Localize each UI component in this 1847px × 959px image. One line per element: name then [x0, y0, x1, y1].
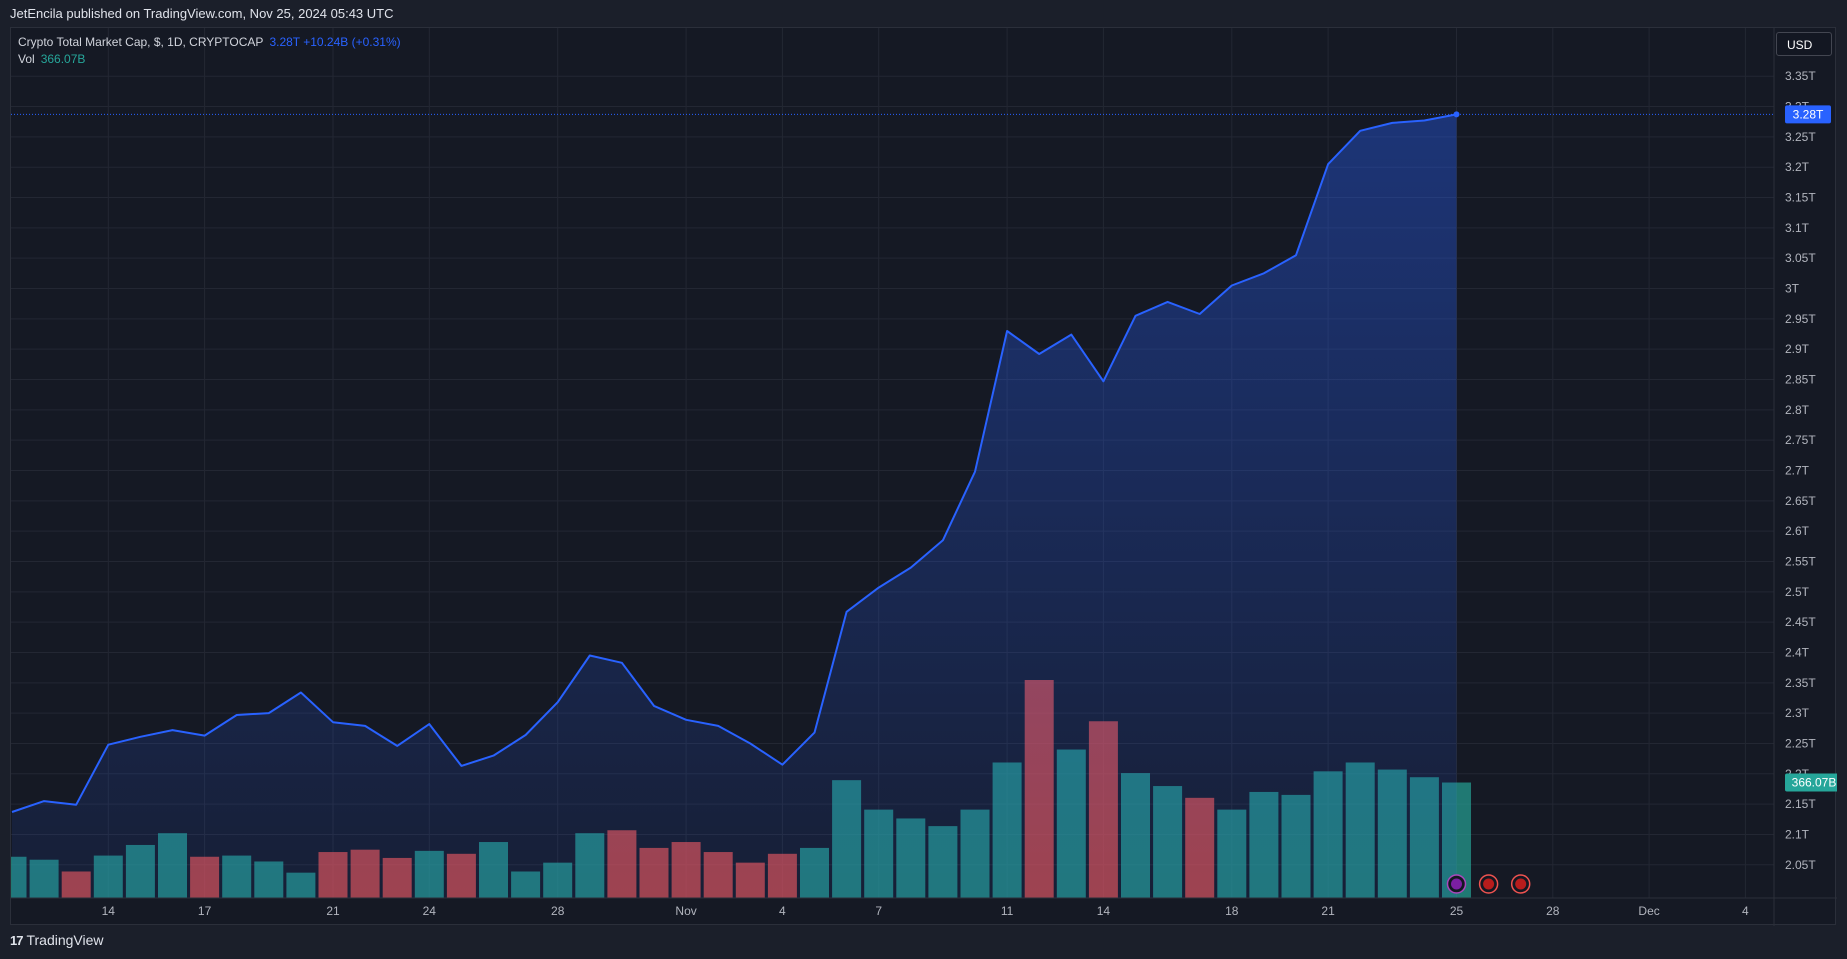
y-tick-label: 2.95T: [1785, 312, 1816, 326]
x-tick-label: 21: [1321, 904, 1335, 918]
event-marker-inner: [1515, 878, 1527, 890]
tradingview-logo[interactable]: 17 TradingView: [10, 932, 104, 948]
symbol-label: Crypto Total Market Cap, $, 1D, CRYPTOCA…: [18, 35, 264, 49]
last-price-dot: [1453, 111, 1460, 118]
y-tick-label: 3.05T: [1785, 251, 1816, 265]
y-tick-label: 2.35T: [1785, 676, 1816, 690]
y-tick-label: 3.25T: [1785, 130, 1816, 144]
x-tick-label: 14: [1097, 904, 1111, 918]
brand-name: TradingView: [26, 932, 104, 948]
y-tick-label: 2.7T: [1785, 464, 1810, 478]
y-tick-label: 2.1T: [1785, 827, 1810, 841]
area-fill: [12, 114, 1457, 898]
y-tick-label: 3T: [1785, 282, 1800, 296]
market-cap-line: [11, 113, 1457, 813]
price-change-label: 3.28T +10.24B (+0.31%): [269, 35, 401, 49]
y-tick-label: 2.15T: [1785, 797, 1816, 811]
y-tick-label: 2.25T: [1785, 736, 1816, 750]
event-marker-inner: [1451, 878, 1462, 890]
chart-legend: Crypto Total Market Cap, $, 1D, CRYPTOCA…: [18, 34, 401, 68]
x-tick-label: 21: [326, 904, 340, 918]
y-tick-label: 2.85T: [1785, 373, 1816, 387]
logo-mark: 17: [10, 932, 24, 948]
y-tick-label: 2.5T: [1785, 585, 1810, 599]
y-tick-label: 3.2T: [1785, 160, 1810, 174]
y-tick-label: 2.3T: [1785, 706, 1810, 720]
y-tick-label: 2.6T: [1785, 524, 1810, 538]
x-tick-label: 24: [423, 904, 437, 918]
y-tick-label: 3.1T: [1785, 221, 1810, 235]
x-tick-label: 17: [198, 904, 212, 918]
last-volume-tag: [1785, 773, 1837, 792]
market-cap-chart[interactable]: 3.35T3.3T3.25T3.2T3.15T3.1T3.05T3T2.95T2…: [11, 28, 1837, 926]
y-tick-label: 3.35T: [1785, 69, 1816, 83]
y-tick-label: 2.65T: [1785, 494, 1816, 508]
x-tick-label: 11: [1001, 904, 1014, 918]
event-marker-inner: [1483, 878, 1495, 890]
y-tick-label: 2.55T: [1785, 554, 1816, 568]
y-tick-label: 2.45T: [1785, 615, 1816, 629]
y-tick-label: 3.15T: [1785, 191, 1816, 205]
last-price-tag: [1785, 105, 1831, 124]
x-tick-label: 28: [551, 904, 565, 918]
y-tick-label: 2.4T: [1785, 645, 1810, 659]
x-tick-label: 18: [1225, 904, 1239, 918]
y-tick-label: 2.75T: [1785, 433, 1816, 447]
x-tick-label: 7: [875, 904, 882, 918]
y-tick-label: 2.9T: [1785, 342, 1810, 356]
x-tick-label: Dec: [1638, 904, 1659, 918]
currency-button[interactable]: USD: [1776, 32, 1832, 56]
x-tick-label: 4: [779, 904, 786, 918]
y-tick-label: 2.8T: [1785, 403, 1810, 417]
chart-frame[interactable]: 3.35T3.3T3.25T3.2T3.15T3.1T3.05T3T2.95T2…: [10, 27, 1837, 926]
volume-value: 366.07B: [40, 52, 86, 66]
x-tick-label: 28: [1546, 904, 1560, 918]
publication-credit: JetEncila published on TradingView.com, …: [10, 6, 394, 21]
x-tick-label: 4: [1742, 904, 1749, 918]
volume-label: Vol: [18, 52, 35, 66]
x-tick-label: 25: [1450, 904, 1464, 918]
x-tick-label: Nov: [675, 904, 696, 918]
y-tick-label: 2.05T: [1785, 858, 1816, 872]
last-price-tag-label: 3.28T: [1793, 107, 1824, 121]
x-tick-label: 14: [102, 904, 116, 918]
last-volume-tag-label: 366.07B: [1792, 776, 1837, 790]
